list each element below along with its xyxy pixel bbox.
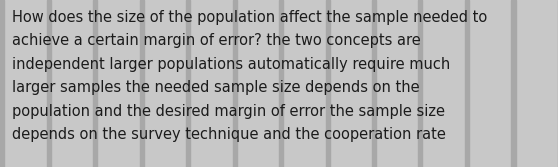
Bar bbox=[140, 0, 143, 167]
Bar bbox=[233, 0, 237, 167]
Bar bbox=[512, 0, 516, 167]
Bar bbox=[186, 0, 190, 167]
Text: depends on the survey technique and the cooperation rate: depends on the survey technique and the … bbox=[12, 127, 446, 142]
Text: population and the desired margin of error the sample size: population and the desired margin of err… bbox=[12, 104, 445, 119]
Bar bbox=[418, 0, 422, 167]
Text: achieve a certain margin of error? the two concepts are: achieve a certain margin of error? the t… bbox=[12, 34, 421, 48]
Bar bbox=[372, 0, 376, 167]
Bar bbox=[279, 0, 283, 167]
Bar bbox=[93, 0, 97, 167]
Bar bbox=[0, 0, 4, 167]
Bar bbox=[465, 0, 469, 167]
Bar bbox=[46, 0, 51, 167]
Text: How does the size of the population affect the sample needed to: How does the size of the population affe… bbox=[12, 10, 487, 25]
Text: larger samples the needed sample size depends on the: larger samples the needed sample size de… bbox=[12, 80, 420, 96]
Bar bbox=[325, 0, 330, 167]
Text: independent larger populations automatically require much: independent larger populations automatic… bbox=[12, 57, 450, 72]
